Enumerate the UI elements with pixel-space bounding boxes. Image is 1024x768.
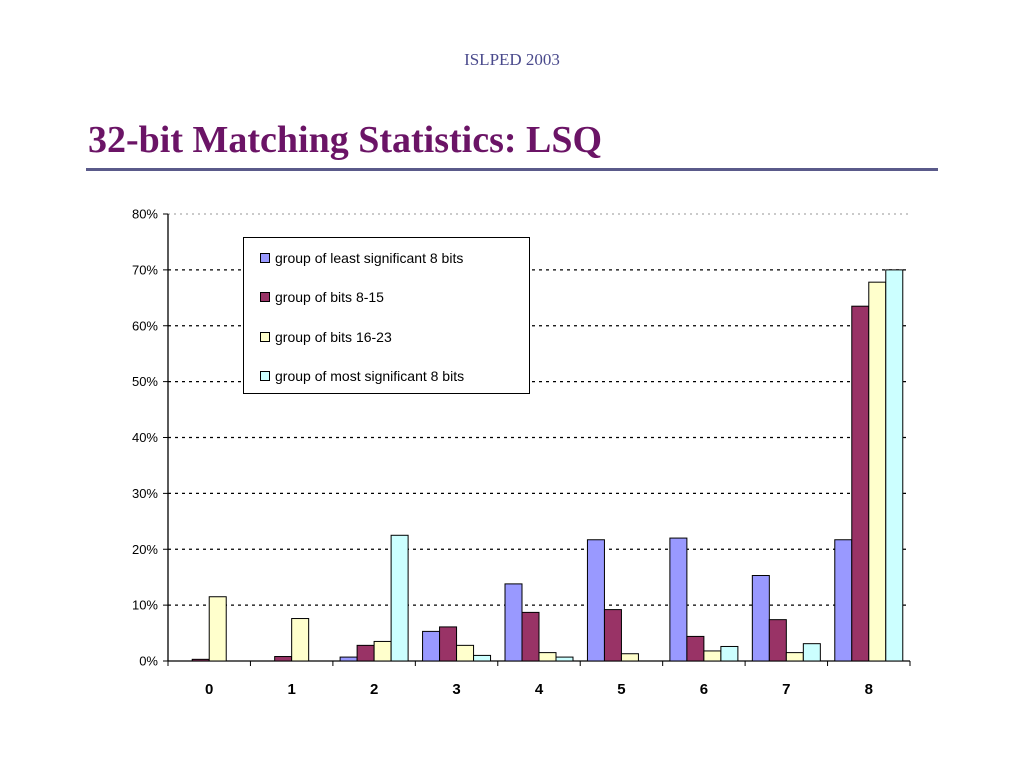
bar [720, 645, 739, 662]
y-tick-label: 20% [132, 542, 158, 557]
legend-item: group of bits 16-23 [260, 329, 392, 345]
header-tag: ISLPED 2003 [464, 50, 560, 69]
bar [339, 656, 358, 662]
bar [538, 652, 557, 662]
y-tick-label: 80% [132, 207, 158, 222]
bar [586, 539, 605, 662]
bar [686, 635, 705, 662]
bar [620, 653, 639, 662]
legend-swatch [260, 253, 270, 263]
bar [885, 269, 904, 662]
bar [555, 656, 574, 662]
bar [422, 630, 441, 662]
x-tick-label: 5 [617, 681, 625, 698]
legend-item: group of least significant 8 bits [260, 250, 463, 266]
y-tick-label: 70% [132, 262, 158, 277]
bar [191, 658, 210, 662]
bar [603, 609, 622, 662]
bar [669, 537, 688, 662]
x-tick-label: 2 [370, 681, 378, 698]
legend-item: group of bits 8-15 [260, 289, 384, 305]
x-tick-label: 1 [287, 681, 295, 698]
y-tick-label: 0% [139, 654, 158, 669]
bar [208, 596, 227, 662]
slide-title: 32-bit Matching Statistics: LSQ [88, 119, 603, 161]
bar [504, 583, 523, 662]
bar [373, 640, 392, 662]
x-tick-label: 7 [782, 681, 790, 698]
bar [390, 534, 409, 662]
x-tick-label: 4 [535, 681, 544, 698]
legend-label: group of least significant 8 bits [275, 250, 464, 266]
legend-swatch [260, 332, 270, 342]
bar [274, 656, 293, 662]
legend-swatch [260, 292, 270, 302]
bar [703, 650, 722, 662]
x-tick-label: 8 [865, 681, 873, 698]
bar [868, 281, 887, 662]
bar [751, 575, 770, 662]
bar [473, 654, 492, 662]
legend-swatch [260, 371, 270, 381]
bar [356, 644, 375, 662]
x-tick-label: 3 [452, 681, 460, 698]
x-tick-label: 0 [205, 681, 213, 698]
x-tick-label: 6 [700, 681, 708, 698]
title-divider [86, 168, 938, 171]
bar [851, 305, 870, 662]
bar [521, 611, 540, 662]
y-tick-label: 10% [132, 598, 158, 613]
bar [456, 644, 475, 662]
bar [802, 643, 821, 662]
y-tick-label: 50% [132, 374, 158, 389]
y-tick-label: 40% [132, 430, 158, 445]
bar [768, 619, 787, 662]
chart-legend: group of least significant 8 bits group o… [243, 237, 530, 394]
legend-label: group of most significant 8 bits [275, 368, 465, 384]
y-tick-label: 30% [132, 486, 158, 501]
bar [785, 652, 804, 662]
legend-label: group of bits 16-23 [275, 329, 392, 345]
bar [291, 618, 310, 662]
legend-label: group of bits 8-15 [275, 289, 384, 305]
bar [834, 539, 853, 662]
y-tick-label: 60% [132, 318, 158, 333]
legend-item: group of most significant 8 bits [260, 368, 464, 384]
bar [439, 626, 458, 662]
